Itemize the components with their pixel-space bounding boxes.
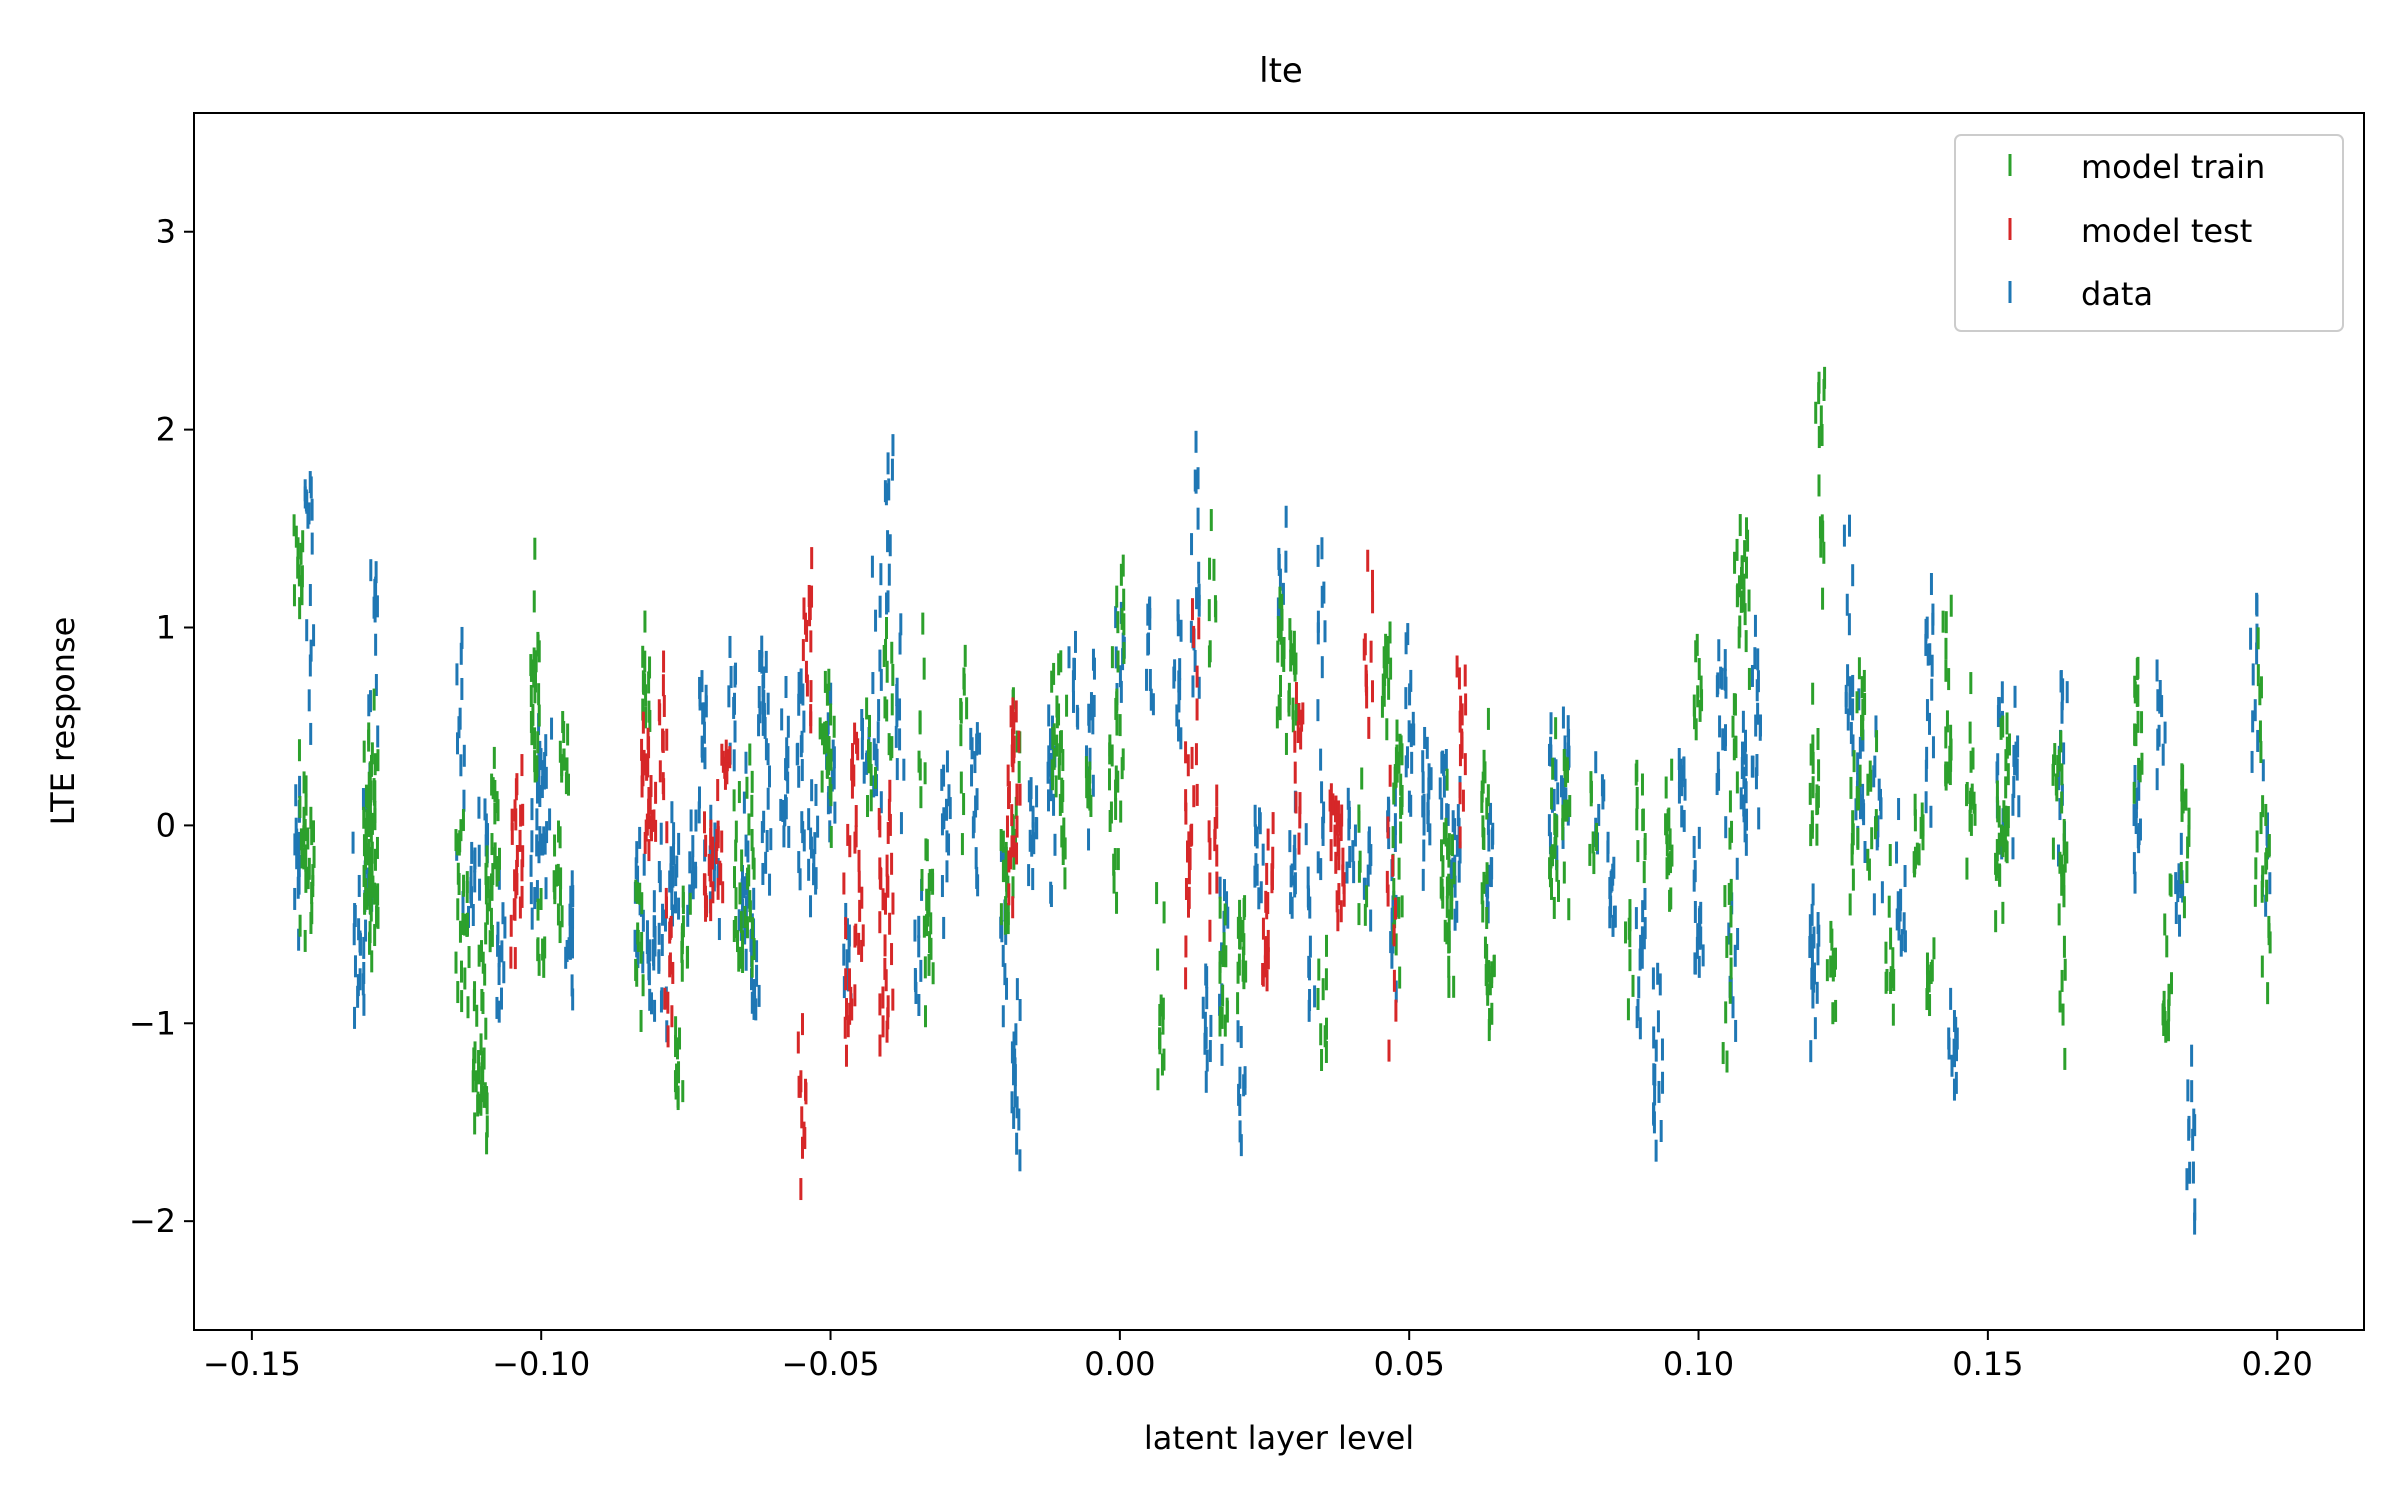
plot-marks — [292, 366, 2272, 1235]
x-tick-label: 0.00 — [1084, 1345, 1155, 1383]
legend: model train model test data — [1954, 134, 2344, 332]
x-tick-label: 0.10 — [1663, 1345, 1734, 1383]
x-axis-ticks: −0.15 −0.10 −0.05 0.00 0.05 0.10 0.15 0.20 — [203, 1330, 2313, 1383]
y-tick-label: −1 — [129, 1004, 176, 1042]
legend-label-data: data — [2081, 275, 2153, 313]
chart-title: lte — [1259, 51, 1303, 91]
legend-label-model-test: model test — [2081, 212, 2252, 250]
y-axis-ticks: −2 −1 0 1 2 3 — [129, 213, 194, 1240]
x-tick-label: −0.15 — [203, 1345, 301, 1383]
y-tick-label: 2 — [156, 411, 176, 449]
y-tick-label: −2 — [129, 1202, 176, 1240]
plot-frame — [193, 112, 2365, 1331]
x-tick-label: 0.20 — [2242, 1345, 2313, 1383]
x-axis-label: latent layer level — [1144, 1419, 1414, 1457]
y-tick-label: 1 — [156, 609, 176, 647]
y-axis-label: LTE response — [44, 617, 82, 826]
x-tick-label: −0.05 — [782, 1345, 880, 1383]
legend-label-model-train: model train — [2081, 148, 2265, 186]
x-tick-label: 0.15 — [1952, 1345, 2023, 1383]
y-tick-label: 3 — [156, 213, 176, 251]
x-tick-label: 0.05 — [1374, 1345, 1445, 1383]
x-tick-label: −0.10 — [492, 1345, 590, 1383]
legend-box — [1954, 134, 2344, 332]
y-tick-label: 0 — [156, 806, 176, 844]
